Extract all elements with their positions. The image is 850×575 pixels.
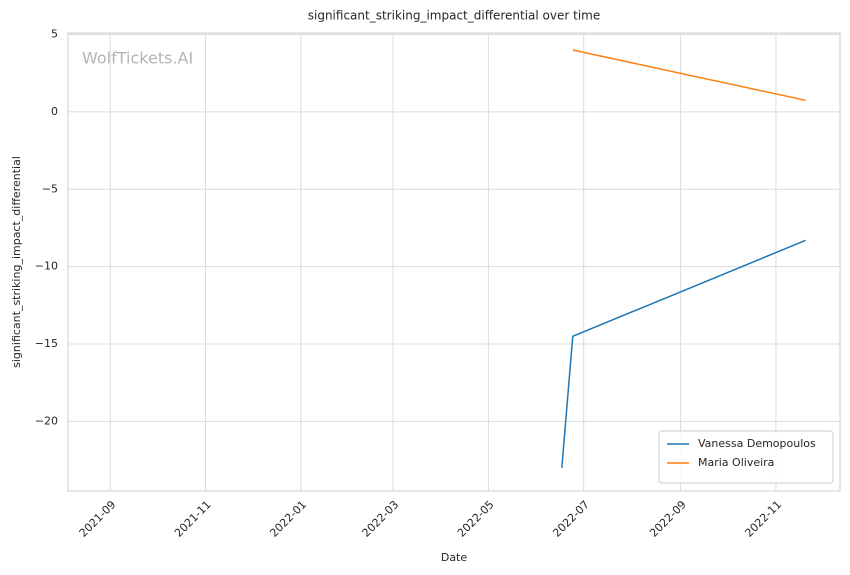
y-tick-label: −20 [35, 414, 58, 427]
x-tick-label: 2021-09 [77, 498, 119, 540]
x-tick-label: 2022-07 [550, 498, 592, 540]
legend-label: Maria Oliveira [698, 456, 774, 469]
y-tick-label: −15 [35, 337, 58, 350]
x-tick-label: 2022-11 [742, 498, 784, 540]
x-axis-label: Date [441, 551, 468, 564]
y-tick-label: 0 [51, 105, 58, 118]
y-tick-label: 5 [51, 28, 58, 41]
watermark: WolfTickets.AI [82, 49, 193, 68]
plot-area [67, 32, 841, 492]
x-tick-label: 2022-05 [455, 498, 497, 540]
grid [68, 33, 840, 491]
line-series [561, 239, 806, 468]
x-tick-label: 2022-03 [360, 498, 402, 540]
legend-box [658, 430, 834, 484]
line-series [572, 49, 806, 102]
x-tick-label: 2022-01 [267, 498, 309, 540]
x-tick-label: 2021-11 [172, 498, 214, 540]
y-tick-label: −10 [35, 260, 58, 273]
legend-label: Vanessa Demopoulos [698, 437, 816, 450]
y-axis-label: significant_striking_impact_differential [10, 156, 23, 368]
chart-title: significant_striking_impact_differential… [308, 9, 600, 23]
x-tick-label: 2022-09 [647, 498, 689, 540]
y-tick-label: −5 [42, 182, 58, 195]
legend: Vanessa Demopoulos Maria Oliveira [658, 430, 834, 484]
